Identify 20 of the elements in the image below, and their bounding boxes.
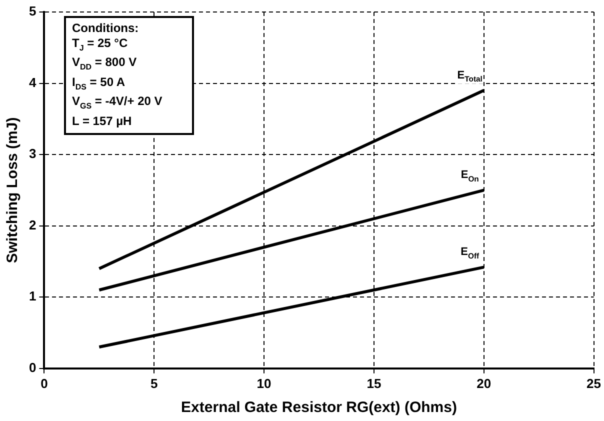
annotation: V$_{GS}$ = -4V/+ 20 V xyxy=(72,94,162,113)
x-axis-title: External Gate Resistor RG(ext) (Ohms) xyxy=(181,399,457,416)
x-tick-label: 5 xyxy=(150,376,158,391)
y-tick-label: 1 xyxy=(28,288,36,304)
annotation: Conditions: xyxy=(72,21,140,36)
x-tick-label: 25 xyxy=(586,376,602,391)
y-tick-label: 2 xyxy=(28,217,36,232)
y-tick-label: 4 xyxy=(28,74,37,90)
x-tick-label: 15 xyxy=(366,376,382,391)
annotation: V$_{DD}$ = 800 V xyxy=(72,55,138,74)
x-tick-label: 10 xyxy=(256,376,272,391)
x-tick-label: 0 xyxy=(40,376,48,391)
y-tick-label: 3 xyxy=(28,146,36,162)
annotation: T$_{J}$ = 25 °C xyxy=(72,36,129,54)
annotation: L = 157 µH xyxy=(72,114,133,129)
annotation: I$_{DS}$ = 50 A xyxy=(72,74,126,94)
y-tick-label: 0 xyxy=(28,360,36,375)
x-tick-label: 20 xyxy=(476,376,492,391)
y-axis-title: Switching Loss (mJ) xyxy=(4,117,22,264)
y-tick-label: 5 xyxy=(28,4,36,19)
